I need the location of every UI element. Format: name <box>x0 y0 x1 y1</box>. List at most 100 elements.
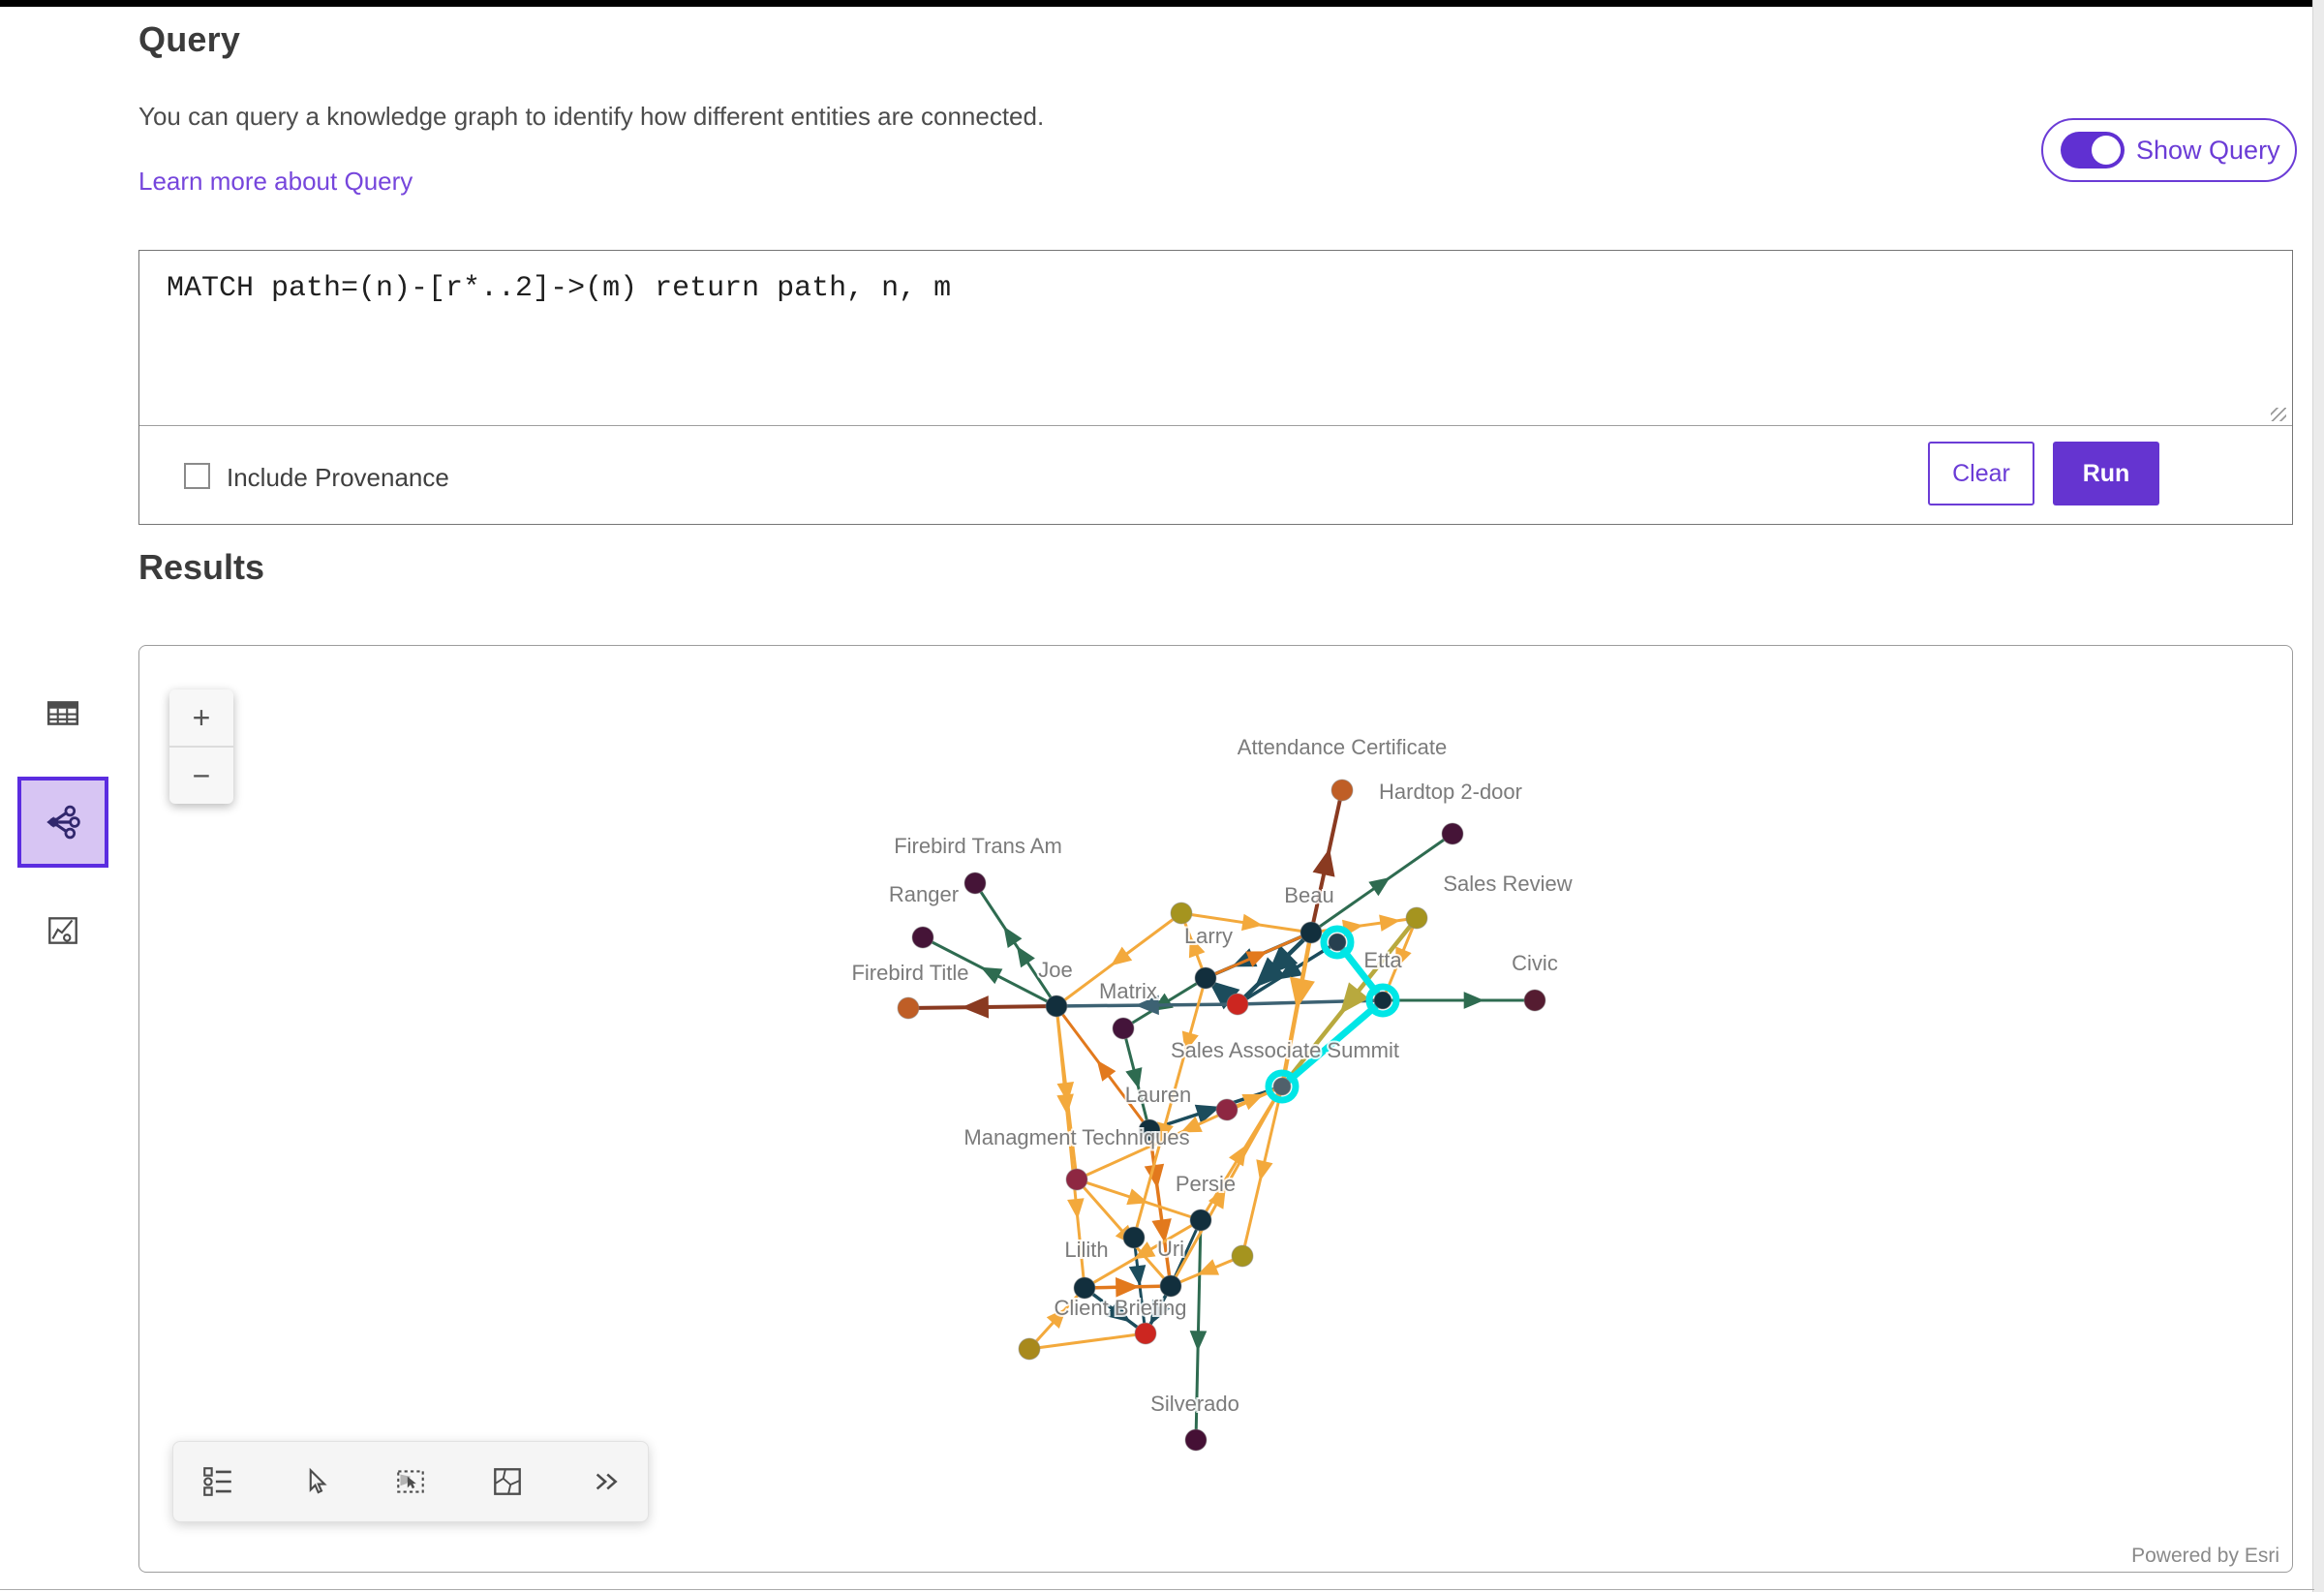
marquee-select-button[interactable] <box>391 1462 430 1501</box>
graph-node-firebird-trans-am[interactable] <box>963 872 987 895</box>
graph-edge-sas-mt[interactable] <box>1075 1085 1284 1181</box>
graph-node-maroon-1[interactable] <box>1215 1098 1238 1121</box>
graph-node-label: Lauren <box>1125 1083 1192 1107</box>
link-chart-view-button[interactable] <box>17 777 108 868</box>
graph-node-beau[interactable] <box>1300 921 1323 944</box>
graph-edge-arrow <box>980 966 1003 985</box>
graph-edge-larry-dark-1[interactable] <box>1132 976 1208 1240</box>
graph-edge-arrow <box>1245 951 1269 967</box>
graph-node-ranger[interactable] <box>911 926 934 949</box>
clear-button[interactable]: Clear <box>1928 442 2034 505</box>
graph-edge-arrow <box>1135 995 1159 1016</box>
graph-node-lilith[interactable] <box>1073 1276 1096 1300</box>
graph-node-etta[interactable] <box>1373 991 1392 1010</box>
graph-node-larry[interactable] <box>1194 966 1217 990</box>
window-bottom-edge <box>0 1589 2314 1590</box>
graph-node-red-1[interactable] <box>1226 993 1249 1016</box>
zoom-separator <box>169 746 233 748</box>
graph-edge-arrow <box>1096 1059 1116 1082</box>
graph-node-cyan-1[interactable] <box>1328 933 1347 952</box>
page-title: Query <box>138 19 241 59</box>
graph-edge-arrow <box>1144 1163 1165 1189</box>
table-icon <box>46 701 79 725</box>
graph-edge-arrow <box>1111 946 1133 966</box>
graph-node-sales-review[interactable] <box>1405 906 1428 930</box>
table-view-button[interactable] <box>17 668 108 759</box>
graph-edge-client-briefing-olive-3[interactable] <box>1027 1332 1147 1351</box>
resize-handle-icon[interactable] <box>2271 408 2286 421</box>
graph-node-firebird-title[interactable] <box>897 996 920 1020</box>
include-provenance-checkbox[interactable] <box>184 463 210 489</box>
graph-node-hardtop-2-door[interactable] <box>1441 822 1464 845</box>
graph-node-label: Client Briefing <box>1055 1296 1187 1320</box>
graph-edge-joe-firebird-trans-am[interactable] <box>973 881 1058 1008</box>
zoom-control: + − <box>169 689 233 804</box>
select-button[interactable] <box>295 1462 334 1501</box>
graph-edge-joe-lilith[interactable] <box>1055 1004 1086 1290</box>
run-button[interactable]: Run <box>2053 442 2159 505</box>
graph-edge-arrow <box>1277 958 1303 980</box>
graph-node-civic[interactable] <box>1523 989 1546 1012</box>
map-view-button[interactable] <box>17 885 108 976</box>
graph-node-joe[interactable] <box>1045 995 1068 1018</box>
toggle-switch-icon[interactable] <box>2061 132 2125 168</box>
graph-node-label: Sales Review <box>1443 872 1572 896</box>
graph-edge-arrow <box>1125 1067 1143 1089</box>
editor-divider <box>139 425 2292 426</box>
query-input[interactable]: MATCH path=(n)-[r*..2]->(m) return path,… <box>167 272 952 305</box>
graph-edge-etta-sas[interactable] <box>1278 996 1387 1090</box>
graph-node-lauren[interactable] <box>1138 1118 1161 1142</box>
graph-node-label: Hardtop 2-door <box>1379 780 1522 804</box>
graph-edge-arrow <box>1379 914 1401 932</box>
graph-node-silverado[interactable] <box>1184 1428 1208 1452</box>
include-provenance-label: Include Provenance <box>227 463 449 492</box>
graph-node-olive-2[interactable] <box>1231 1244 1254 1268</box>
learn-more-link[interactable]: Learn more about Query <box>138 167 413 196</box>
legend-button[interactable] <box>199 1462 237 1501</box>
graph-edge-persie-silverado[interactable] <box>1194 1218 1203 1442</box>
zoom-in-button[interactable]: + <box>192 699 211 735</box>
graph-node-highlight-ring <box>1320 925 1355 960</box>
marquee-select-icon <box>397 1470 424 1493</box>
graph-node-olive-1[interactable] <box>1170 902 1193 925</box>
scrollbar-track[interactable] <box>2312 0 2324 1592</box>
link-chart-toolbar <box>172 1441 649 1522</box>
graph-edge-arrow <box>1368 876 1391 897</box>
graph-edge-arrow <box>1254 957 1286 988</box>
show-query-toggle[interactable]: Show Query <box>2041 118 2297 182</box>
graph-edge-arrow <box>1312 847 1335 877</box>
graph-node-highlight-ring <box>1365 983 1400 1018</box>
graph-edge-arrow <box>1208 1187 1226 1209</box>
graph-edge-arrow <box>1180 1116 1203 1133</box>
graph-node-client-briefing[interactable] <box>1134 1322 1157 1345</box>
graph-node-sas[interactable] <box>1272 1077 1292 1096</box>
graph-node-uri[interactable] <box>1159 1274 1182 1298</box>
graph-edge-beau-sas[interactable] <box>1279 930 1314 1089</box>
zoom-out-button[interactable]: − <box>192 757 211 793</box>
more-tools-button[interactable] <box>584 1462 623 1501</box>
graph-node-persie[interactable] <box>1189 1209 1212 1232</box>
graph-edge-arrow <box>961 995 990 1019</box>
graph-edge-arrow <box>1289 976 1315 1010</box>
graph-node-dark-1[interactable] <box>1122 1226 1146 1249</box>
graph-edge-uri-sas[interactable] <box>1169 1085 1284 1288</box>
graph-node-label: Joe <box>1038 958 1072 982</box>
graph-node-olive-3[interactable] <box>1018 1337 1041 1361</box>
graph-node-mt[interactable] <box>1065 1168 1088 1191</box>
layout-button[interactable] <box>488 1462 527 1501</box>
graph-edge-arrow <box>1067 1198 1085 1219</box>
graph-edge-arrow <box>1126 1188 1148 1206</box>
graph-edge-arrow <box>1181 1030 1199 1054</box>
graph-node-highlight-ring <box>1265 1069 1300 1104</box>
graph-edge-arrow <box>1229 1145 1247 1167</box>
graph-edge-arrow <box>1105 1300 1131 1323</box>
legend-icon <box>203 1467 231 1496</box>
graph-node-label: Uri <box>1157 1237 1184 1261</box>
graph-node-matrix[interactable] <box>1112 1017 1135 1040</box>
graph-edge-arrow <box>1128 1265 1147 1287</box>
graph-node-attendance-certificate[interactable] <box>1330 779 1354 802</box>
graph-node-label: Managment Techniques <box>963 1125 1189 1149</box>
toggle-knob <box>2092 136 2121 165</box>
link-chart-canvas[interactable]: Attendance Certificate Hardtop 2-door Fire… <box>138 645 2292 1572</box>
